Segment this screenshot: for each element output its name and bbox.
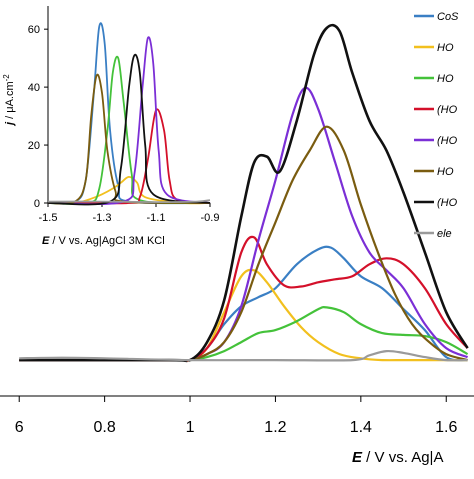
legend-label: (HO <box>437 135 458 147</box>
inset-series-line <box>47 199 211 203</box>
main-series-line <box>19 349 468 362</box>
main-series-line <box>19 125 468 362</box>
inset-series-line <box>47 73 211 205</box>
main-series-line <box>19 23 469 363</box>
main-series-group <box>19 23 469 363</box>
legend-label: (HO <box>437 197 458 209</box>
inset-x-tick-label: -1.3 <box>93 212 112 224</box>
main-x-tick-label: 1.2 <box>264 419 286 436</box>
inset-x-tick-label: -1.1 <box>147 212 166 224</box>
inset-y-axis-sup: -2 <box>2 74 11 82</box>
legend-label: (HO <box>437 104 458 116</box>
main-x-axis-label: E / V vs. Ag|A <box>352 449 443 466</box>
main-x-tick-label: 1.6 <box>435 419 457 436</box>
main-x-tick-label: 1.4 <box>350 419 372 436</box>
main-x-tick-label: 0.8 <box>93 419 115 436</box>
inset-y-axis-text: / μA.cm <box>4 81 16 122</box>
inset-x-axis-label: E / V vs. Ag|AgCl 3M KCl <box>42 235 165 247</box>
main-x-ticks: 6 0.8 1 1.2 1.4 1.6 <box>15 396 457 436</box>
legend-label: CoS <box>437 11 459 23</box>
legend-label: HO <box>437 42 454 54</box>
inset-series-line <box>47 53 211 206</box>
legend-label: HO <box>437 166 454 178</box>
main-x-axis-text: / V vs. Ag|A <box>362 449 443 466</box>
inset-x-axis-var: E <box>42 235 50 247</box>
inset-ticks: -1.5 -1.3 -1.1 -0.9 0 20 40 60 <box>28 24 220 224</box>
main-x-tick-label: 6 <box>15 419 24 436</box>
inset-y-tick-label: 40 <box>28 82 40 94</box>
main-x-axis-var: E <box>352 449 363 466</box>
main-x-tick-label: 1 <box>186 419 195 436</box>
inset-plot: -1.5 -1.3 -1.1 -0.9 0 20 40 60 j / μA.cm-2 E / … <box>2 6 219 247</box>
inset-series-line <box>47 55 211 205</box>
inset-x-tick-label: -0.9 <box>201 212 220 224</box>
inset-series-line <box>47 36 211 205</box>
legend-label: ele <box>437 228 452 240</box>
inset-y-tick-label: 0 <box>34 198 40 210</box>
inset-y-tick-label: 60 <box>28 24 40 36</box>
inset-y-axis-var: j <box>4 121 16 127</box>
inset-y-axis-label: j / μA.cm-2 <box>2 74 16 127</box>
inset-series-line <box>47 176 211 205</box>
legend-label: HO <box>437 73 454 85</box>
main-series-line <box>19 235 469 363</box>
inset-x-axis-text: / V vs. Ag|AgCl 3M KCl <box>49 235 164 247</box>
inset-x-tick-label: -1.5 <box>39 212 58 224</box>
inset-y-tick-label: 20 <box>28 140 40 152</box>
inset-series-group <box>47 22 211 206</box>
main-plot: 6 0.8 1 1.2 1.4 1.6 E / V vs. Ag|A <box>0 23 474 466</box>
legend: CoS HO HO (HO (HO HO (HO ele <box>414 11 459 240</box>
